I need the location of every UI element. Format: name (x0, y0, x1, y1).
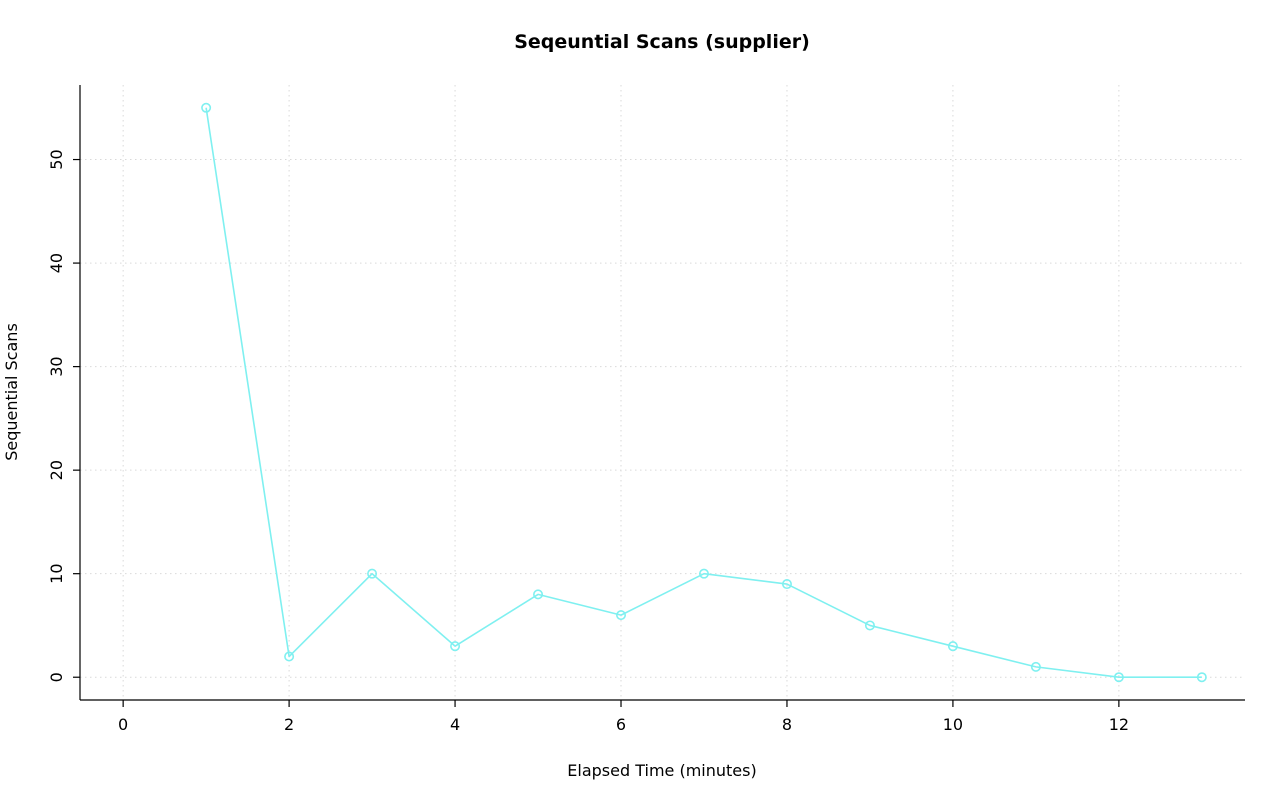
x-axis-label: Elapsed Time (minutes) (567, 761, 756, 780)
chart-title: Seqeuntial Scans (supplier) (514, 31, 810, 53)
data-point (533, 589, 544, 600)
y-axis-label: Sequential Scans (2, 323, 21, 461)
gridlines (80, 85, 1245, 700)
x-tick-label: 8 (782, 715, 792, 734)
data-point (1113, 672, 1124, 683)
data-point (698, 568, 709, 579)
data-point (1196, 672, 1207, 683)
data-line (205, 107, 1202, 679)
y-tick-label: 30 (47, 356, 66, 376)
data-point (1030, 661, 1041, 672)
y-tick-label: 40 (47, 253, 66, 273)
data-point (616, 610, 627, 621)
data-point (201, 102, 212, 113)
axes: 0 2 4 6 8 10 12 0 10 20 30 40 50 (47, 85, 1245, 734)
y-tick-label: 10 (47, 564, 66, 584)
data-point (284, 651, 295, 662)
data-point (781, 579, 792, 590)
y-tick-label: 50 (47, 149, 66, 169)
y-tick-label: 20 (47, 460, 66, 480)
data-point (864, 620, 875, 631)
data-point (367, 568, 378, 579)
data-point (947, 641, 958, 652)
x-tick-label: 2 (284, 715, 294, 734)
x-tick-label: 12 (1109, 715, 1129, 734)
data-series (201, 102, 1207, 683)
x-tick-label: 6 (616, 715, 626, 734)
x-tick-label: 4 (450, 715, 460, 734)
x-tick-label: 10 (943, 715, 963, 734)
data-point (450, 641, 461, 652)
x-tick-label: 0 (118, 715, 128, 734)
y-tick-label: 0 (47, 672, 66, 682)
